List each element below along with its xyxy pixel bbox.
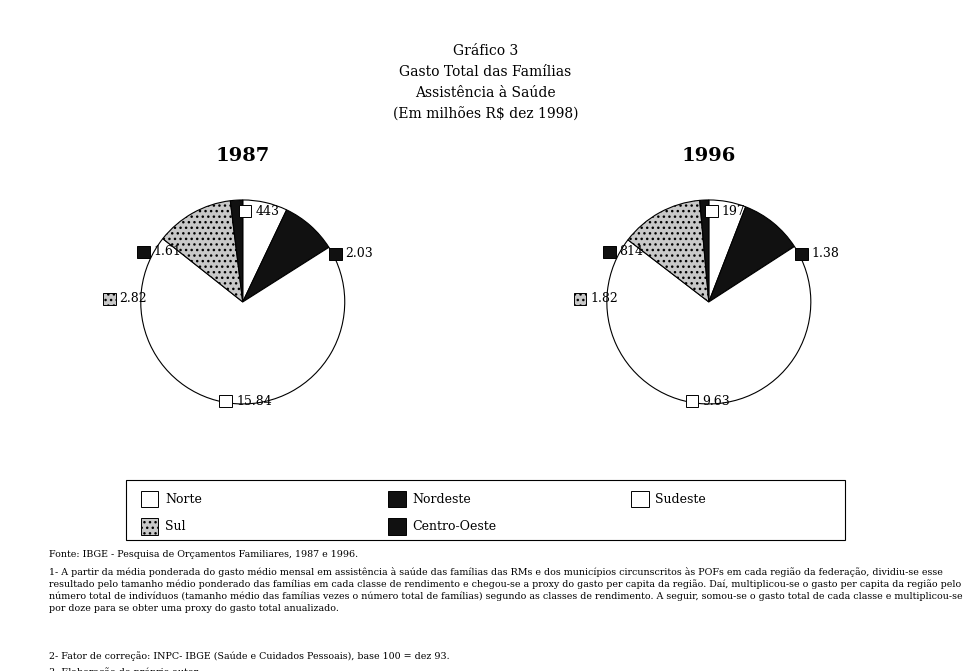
Wedge shape	[709, 200, 746, 302]
Wedge shape	[243, 200, 286, 302]
Text: 3- Elaboração do próprio autor.: 3- Elaboração do próprio autor.	[49, 668, 200, 671]
Wedge shape	[700, 200, 709, 302]
Text: 1.61: 1.61	[153, 245, 182, 258]
Wedge shape	[709, 207, 794, 302]
Text: Centro-Oeste: Centro-Oeste	[413, 521, 497, 533]
Text: 2- Fator de correção: INPC- IBGE (Saúde e Cuidados Pessoais), base 100 = dez 93.: 2- Fator de correção: INPC- IBGE (Saúde …	[49, 651, 450, 661]
Wedge shape	[163, 201, 243, 302]
Text: 1- A partir da média ponderada do gasto médio mensal em assistência à saúde das : 1- A partir da média ponderada do gasto …	[49, 567, 962, 613]
Text: 1.82: 1.82	[590, 292, 619, 305]
Text: Sudeste: Sudeste	[655, 493, 706, 505]
Text: Fonte: IBGE - Pesquisa de Orçamentos Familiares, 1987 e 1996.: Fonte: IBGE - Pesquisa de Orçamentos Fam…	[49, 550, 357, 559]
Title: 1996: 1996	[682, 146, 736, 164]
Text: 443: 443	[255, 205, 280, 218]
Text: 15.84: 15.84	[236, 395, 272, 408]
Title: 1987: 1987	[216, 146, 270, 164]
Text: 9.63: 9.63	[702, 395, 730, 408]
Wedge shape	[243, 210, 329, 302]
Text: Nordeste: Nordeste	[413, 493, 472, 505]
Text: Norte: Norte	[165, 493, 202, 505]
Wedge shape	[628, 201, 709, 302]
Wedge shape	[607, 240, 811, 404]
Text: 2.03: 2.03	[346, 247, 374, 260]
Text: 2.82: 2.82	[119, 292, 147, 305]
Text: Gráfico 3
Gasto Total das Famílias
Assistência à Saúde
(Em milhões R$ dez 1998): Gráfico 3 Gasto Total das Famílias Assis…	[392, 44, 579, 121]
Wedge shape	[141, 239, 345, 404]
Text: 814: 814	[619, 245, 644, 258]
Text: Sul: Sul	[165, 521, 185, 533]
Text: 197: 197	[721, 205, 745, 218]
Text: 1.38: 1.38	[812, 247, 840, 260]
Wedge shape	[230, 200, 243, 302]
